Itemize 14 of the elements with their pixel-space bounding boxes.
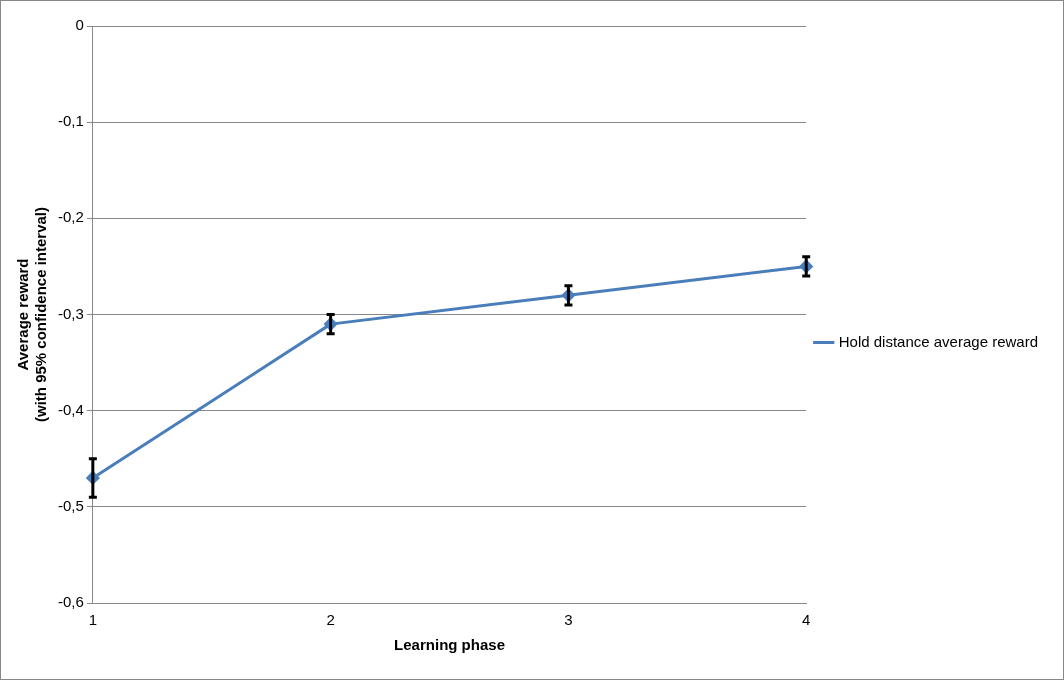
- x-tick-label: 1: [88, 611, 98, 629]
- y-tick-label: -0,2: [57, 208, 84, 226]
- y-tick-label: -0,3: [57, 304, 84, 322]
- y-tick-label: 0: [75, 16, 84, 34]
- x-tick-label: 2: [326, 611, 335, 629]
- y-tick-label: -0,1: [57, 112, 84, 130]
- y-tick-label: -0,5: [57, 496, 84, 514]
- x-tick-label: 4: [802, 611, 811, 629]
- y-tick-label: -0,6: [57, 593, 84, 611]
- x-axis-title: Learning phase: [394, 636, 505, 654]
- x-tick-label: 3: [564, 611, 573, 629]
- y-axis-title: Average reward (with 95% confidence interval): [14, 206, 50, 423]
- y-tick-label: -0,4: [57, 400, 84, 418]
- legend-label: Hold distance average reward: [838, 332, 1038, 350]
